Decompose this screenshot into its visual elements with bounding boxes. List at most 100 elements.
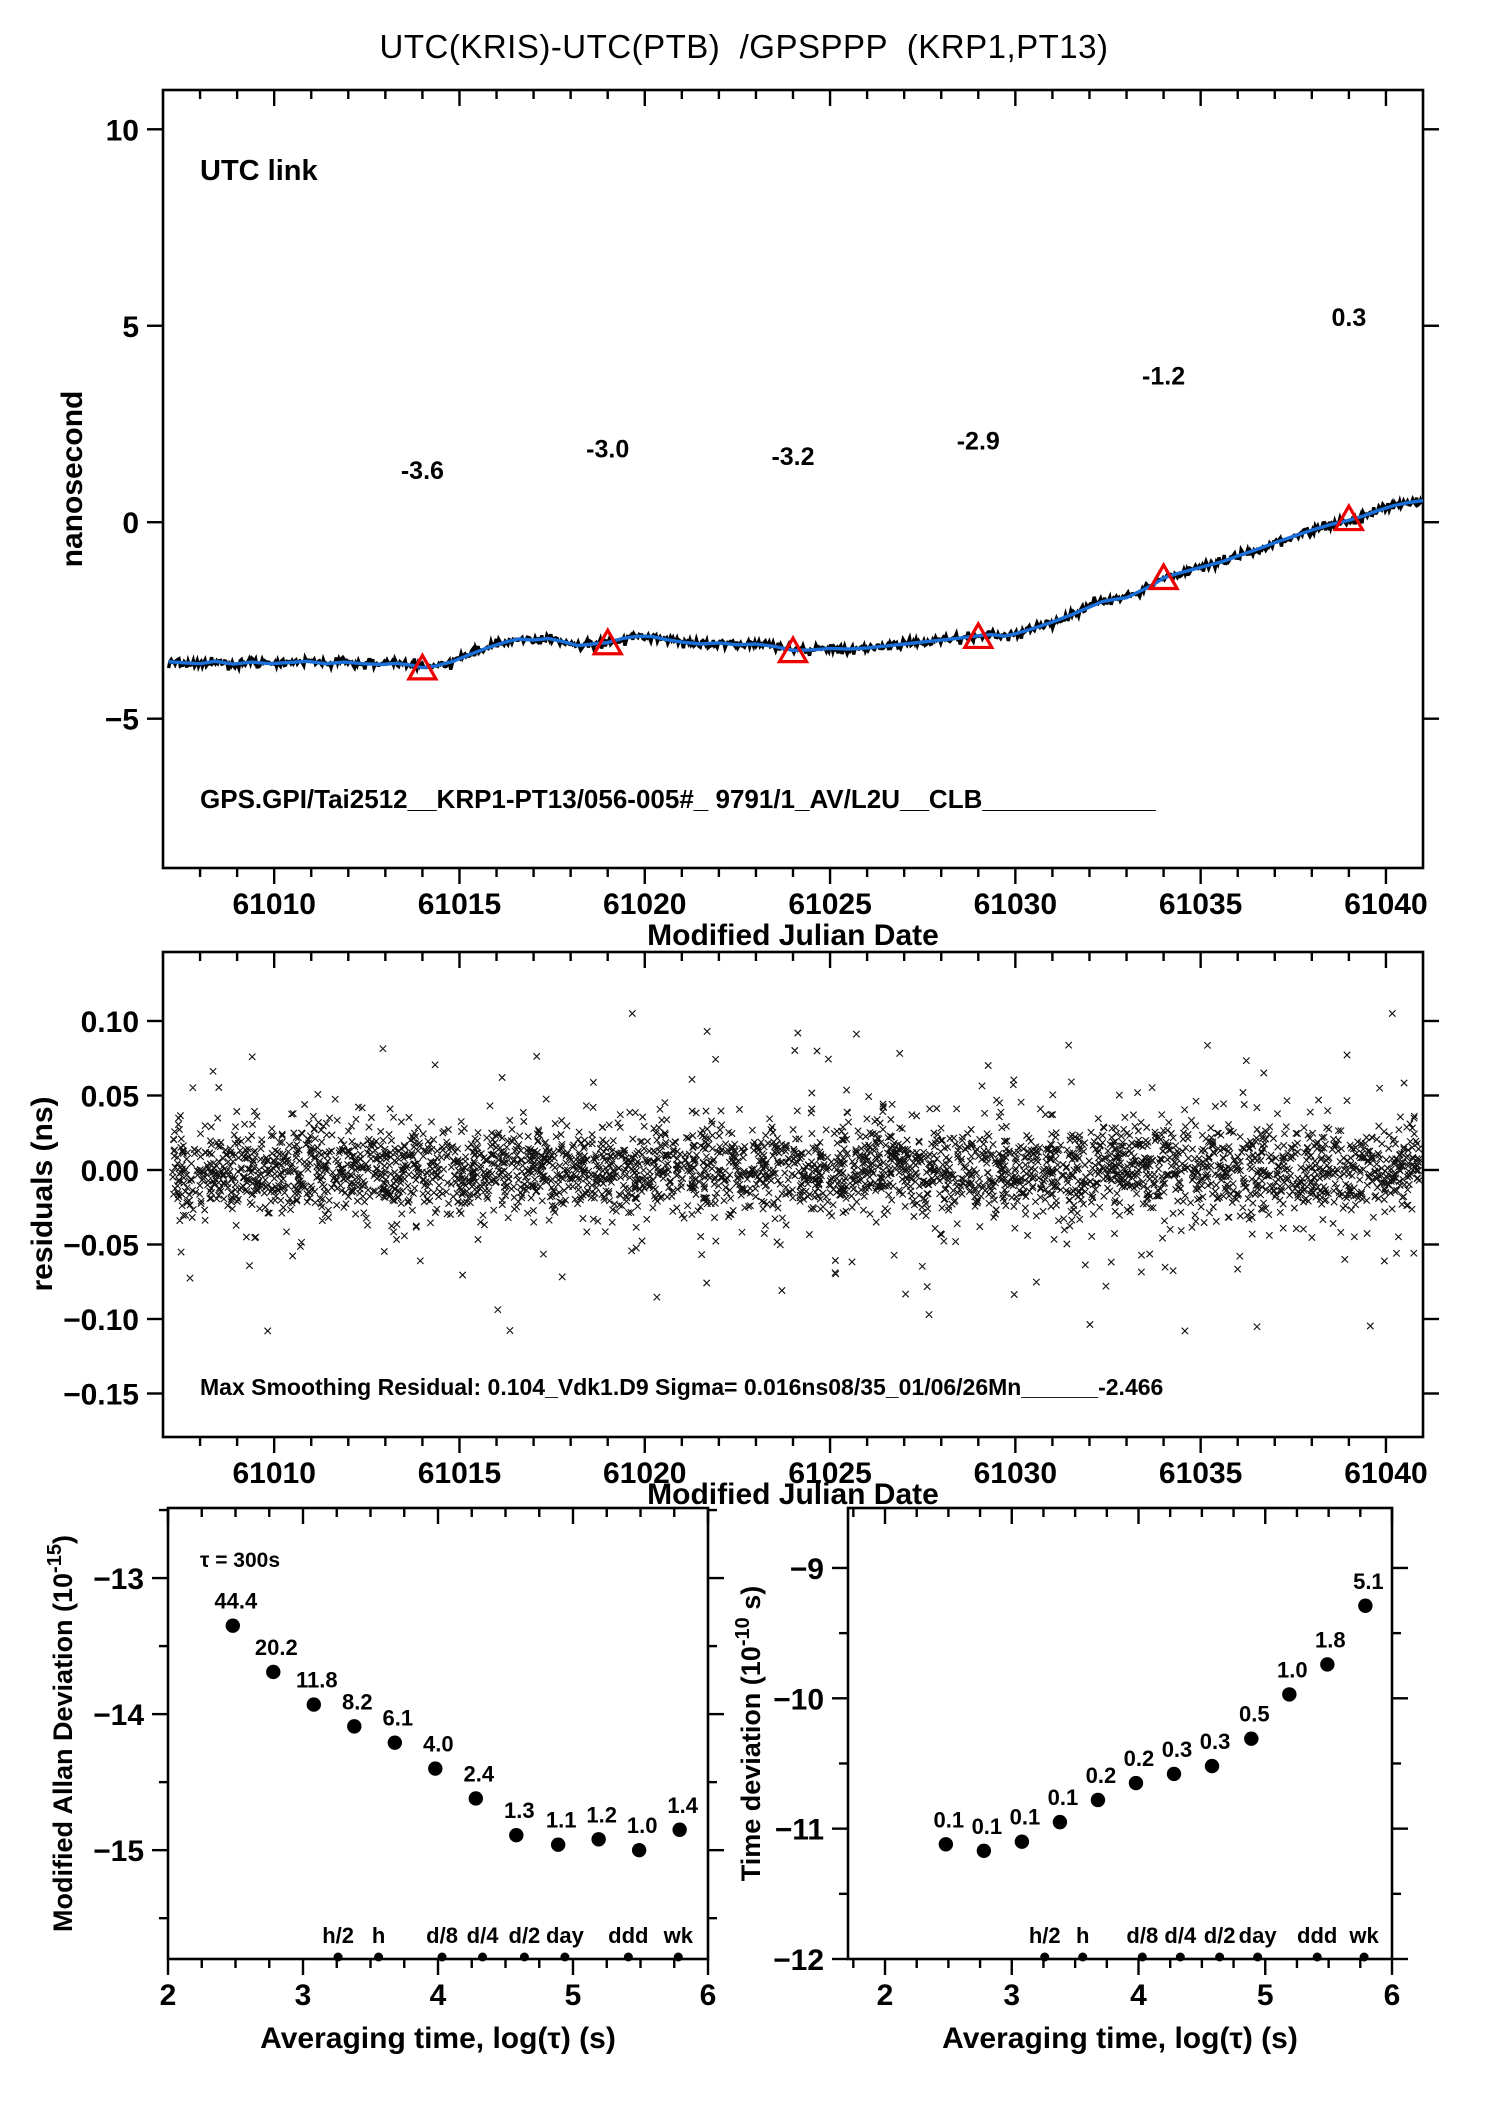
calibration-triangle bbox=[1332, 502, 1366, 532]
tdev-panel: 2 3 4 5 6 −9 −10 −11 −12 Time deviation (10-10 s)… bbox=[732, 1506, 1408, 2012]
y-tick-label: 10 bbox=[106, 114, 139, 147]
y-tick-label: −0.10 bbox=[63, 1304, 139, 1337]
y-tick-label: −0.05 bbox=[63, 1229, 139, 1262]
mdev-point bbox=[591, 1832, 606, 1847]
mdev-x-axis-title: Averaging time, log(τ) (s) bbox=[260, 2022, 616, 2055]
utc-link-series-line bbox=[168, 498, 1424, 670]
top-y-axis-title: nanosecond bbox=[56, 391, 89, 568]
x-tick-label: 4 bbox=[430, 1979, 447, 2012]
calibration-triangle bbox=[776, 634, 810, 664]
top-timeseries-panel: 61010 61015 61020 61025 61030 61035 61040 10 5 0 −… bbox=[105, 88, 1439, 921]
tau-marker-label: h/2 bbox=[1029, 1923, 1061, 1948]
point-value-label: 0.2 bbox=[1124, 1746, 1155, 1771]
x-tick-label: 61020 bbox=[603, 888, 686, 921]
tdev-point bbox=[1090, 1792, 1106, 1808]
y-tick-label: 0.00 bbox=[81, 1155, 139, 1188]
tau-marker-label: d/4 bbox=[1164, 1923, 1197, 1948]
x-tick-label: 61020 bbox=[603, 1457, 686, 1490]
point-value-label: 8.2 bbox=[342, 1689, 373, 1714]
y-tick-label: −5 bbox=[105, 704, 139, 737]
tau-marker-label: wk bbox=[1348, 1923, 1379, 1948]
tau-marker-label: day bbox=[1239, 1923, 1278, 1948]
point-value-label: 1.8 bbox=[1315, 1627, 1346, 1652]
mdev-point bbox=[468, 1791, 483, 1806]
calibration-value-label: 0.3 bbox=[1331, 304, 1366, 332]
tau-marker-dot bbox=[1078, 1952, 1088, 1962]
x-tick-label: 61025 bbox=[788, 888, 871, 921]
tau-marker-label: wk bbox=[663, 1923, 694, 1948]
tau-marker-dot bbox=[1215, 1952, 1225, 1962]
tau-marker-label: ddd bbox=[1297, 1923, 1337, 1948]
tau-marker-dot bbox=[1359, 1952, 1369, 1962]
x-tick-label: 61030 bbox=[974, 888, 1057, 921]
x-tick-label: 61015 bbox=[418, 888, 501, 921]
mdev-point bbox=[347, 1719, 362, 1734]
tau-marker-dot bbox=[1137, 1952, 1147, 1962]
point-value-label: 0.3 bbox=[1200, 1729, 1231, 1754]
tdev-point bbox=[938, 1837, 954, 1852]
tau-marker-label: d/2 bbox=[1204, 1923, 1236, 1948]
y-tick-label: 5 bbox=[122, 311, 139, 344]
point-value-label: 1.0 bbox=[1277, 1657, 1308, 1682]
x-tick-label: 2 bbox=[160, 1979, 177, 2012]
mdev-point bbox=[550, 1837, 566, 1852]
point-value-label: 11.8 bbox=[296, 1668, 338, 1693]
tdev-point bbox=[976, 1843, 992, 1859]
calibration-value-label: -3.0 bbox=[586, 435, 629, 463]
x-tick-label: 4 bbox=[1130, 1979, 1147, 2012]
axis-frame bbox=[161, 88, 1425, 870]
y-tick-label: −11 bbox=[775, 1814, 824, 1847]
tau-marker-dot bbox=[673, 1952, 683, 1962]
y-tick-label: −0.15 bbox=[63, 1378, 139, 1411]
x-tick-label: 61040 bbox=[1344, 1457, 1427, 1490]
point-value-label: 0.1 bbox=[1048, 1785, 1079, 1810]
tau-marker-dot bbox=[560, 1952, 570, 1962]
tau-marker-label: d/8 bbox=[426, 1923, 458, 1948]
tau-marker-dot bbox=[623, 1952, 633, 1962]
x-tick-label: 61010 bbox=[232, 1457, 315, 1490]
calibration-triangle bbox=[1147, 561, 1180, 591]
top-x-axis-title: Modified Julian Date bbox=[647, 919, 939, 952]
point-value-label: 0.1 bbox=[1010, 1805, 1041, 1830]
tdev-point bbox=[1320, 1657, 1335, 1672]
point-value-label: 5.1 bbox=[1353, 1569, 1384, 1594]
point-value-label: 1.4 bbox=[667, 1793, 698, 1818]
mdev-panel: 2 3 4 5 6 −13 −14 −15 Modified Allan Deviation (… bbox=[44, 1506, 724, 2012]
x-tick-label: 61035 bbox=[1159, 1457, 1242, 1490]
calibration-value-label: -1.2 bbox=[1142, 363, 1185, 391]
point-value-label: 1.3 bbox=[504, 1798, 535, 1823]
x-tick-label: 61040 bbox=[1344, 888, 1427, 921]
x-tick-label: 61025 bbox=[788, 1457, 871, 1490]
mdev-point bbox=[306, 1697, 321, 1712]
y-tick-label: −14 bbox=[93, 1699, 144, 1732]
point-value-label: 1.0 bbox=[627, 1813, 658, 1838]
point-value-label: 44.4 bbox=[214, 1589, 258, 1614]
tau-marker-dot bbox=[333, 1952, 343, 1962]
calibration-triangle bbox=[406, 652, 439, 681]
mdev-point bbox=[225, 1618, 240, 1633]
y-tick-label: −10 bbox=[773, 1683, 824, 1716]
point-value-label: 0.1 bbox=[972, 1814, 1003, 1839]
x-tick-label: 6 bbox=[700, 1979, 717, 2012]
mdev-point bbox=[672, 1822, 687, 1837]
tau-marker-dot bbox=[519, 1952, 529, 1962]
tau-marker-label: d/2 bbox=[509, 1923, 541, 1948]
tau-marker-label: d/8 bbox=[1126, 1923, 1158, 1948]
top-footer-id-string: GPS.GPI/Tai2512__KRP1-PT13/056-005#_ 979… bbox=[200, 784, 1156, 814]
tau-marker-label: h bbox=[372, 1923, 385, 1948]
calibration-value-label: -2.9 bbox=[957, 428, 1000, 456]
calibration-value-label: -3.6 bbox=[401, 457, 444, 485]
tdev-point bbox=[1166, 1766, 1182, 1782]
tau-marker-dot bbox=[478, 1952, 488, 1962]
x-tick-label: 5 bbox=[565, 1979, 582, 2012]
tau-marker-label: h bbox=[1076, 1923, 1089, 1948]
x-tick-label: 6 bbox=[1384, 1979, 1401, 2012]
tdev-point bbox=[1128, 1775, 1144, 1791]
point-value-label: 1.1 bbox=[546, 1808, 577, 1833]
x-tick-label: 61010 bbox=[232, 888, 315, 921]
residuals-x-axis-title: Modified Julian Date bbox=[647, 1478, 939, 1511]
tdev-point bbox=[1358, 1598, 1373, 1613]
point-value-label: 0.5 bbox=[1239, 1702, 1270, 1727]
